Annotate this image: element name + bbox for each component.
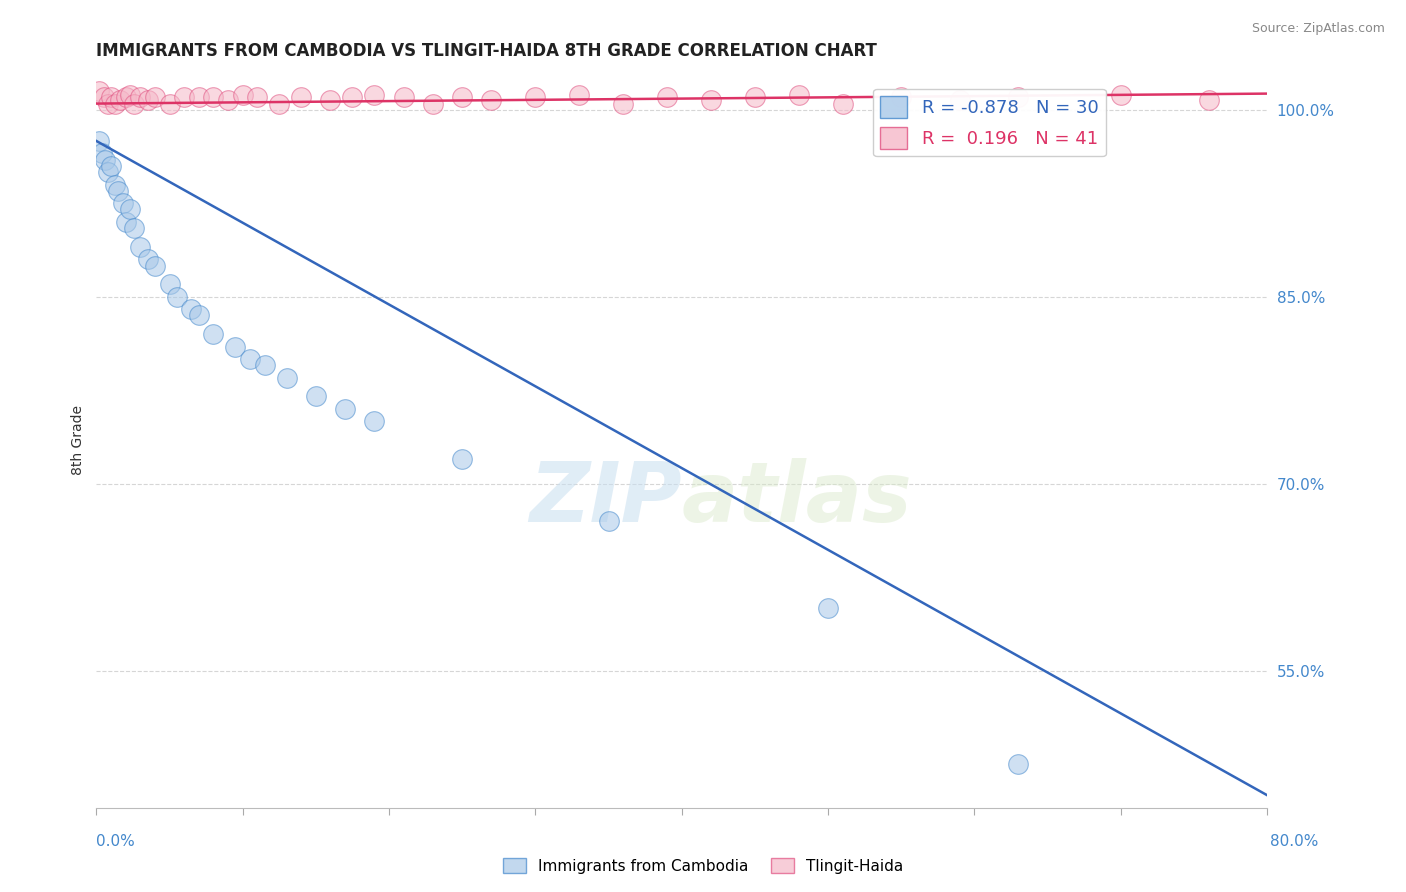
Point [107,184,129,198]
Point [333,401,356,416]
Text: IMMIGRANTS FROM CAMBODIA VS TLINGIT-HAIDA 8TH GRADE CORRELATION CHART: IMMIGRANTS FROM CAMBODIA VS TLINGIT-HAID… [97,42,877,60]
Point [97,96,120,111]
Text: Source: ZipAtlas.com: Source: ZipAtlas.com [1251,22,1385,36]
Point [1198,93,1220,107]
Point [104,178,127,192]
Point [342,90,364,104]
Point [224,340,246,354]
Point [246,90,269,104]
Point [451,90,474,104]
Point [114,215,136,229]
Point [239,351,262,366]
Point [269,96,291,111]
Point [143,90,166,104]
Point [612,96,634,111]
Point [422,96,444,111]
Text: ZIP: ZIP [529,458,682,540]
Point [173,90,195,104]
Point [159,96,181,111]
Point [524,90,547,104]
Point [817,601,839,615]
Point [111,196,134,211]
Point [290,90,312,104]
Point [1007,757,1029,772]
Point [363,414,385,428]
Point [305,389,328,403]
Point [104,96,127,111]
Point [91,146,114,161]
Point [118,87,141,102]
Point [232,87,254,102]
Legend: R = -0.878   N = 30, R =  0.196   N = 41: R = -0.878 N = 30, R = 0.196 N = 41 [873,89,1107,156]
Point [890,90,912,104]
Point [598,514,620,528]
Point [253,358,276,372]
Point [187,309,209,323]
Point [100,90,122,104]
Point [217,93,239,107]
Point [187,90,209,104]
Point [159,277,181,292]
Point [93,90,115,104]
Point [276,370,298,384]
Point [124,221,146,235]
Point [451,451,474,466]
Point [114,90,136,104]
Point [1109,87,1132,102]
Point [108,93,131,107]
Point [202,90,225,104]
Point [124,96,146,111]
Point [143,259,166,273]
Point [700,93,723,107]
Point [89,84,111,98]
Text: 80.0%: 80.0% [1271,834,1319,849]
Point [118,202,141,217]
Point [129,240,152,254]
Point [481,93,503,107]
Point [655,90,678,104]
Point [97,165,120,179]
Point [831,96,853,111]
Point [136,252,159,267]
Point [787,87,810,102]
Point [319,93,342,107]
Point [94,153,117,167]
Point [166,290,188,304]
Legend: Immigrants from Cambodia, Tlingit-Haida: Immigrants from Cambodia, Tlingit-Haida [496,852,910,880]
Point [949,93,972,107]
Point [363,87,385,102]
Point [392,90,415,104]
Point [568,87,591,102]
Point [129,90,152,104]
Text: 0.0%: 0.0% [96,834,135,849]
Point [136,93,159,107]
Point [100,159,122,173]
Y-axis label: 8th Grade: 8th Grade [72,405,86,475]
Point [202,327,225,342]
Point [89,134,111,148]
Text: atlas: atlas [682,458,912,540]
Point [744,90,766,104]
Point [1007,90,1029,104]
Point [180,302,202,317]
